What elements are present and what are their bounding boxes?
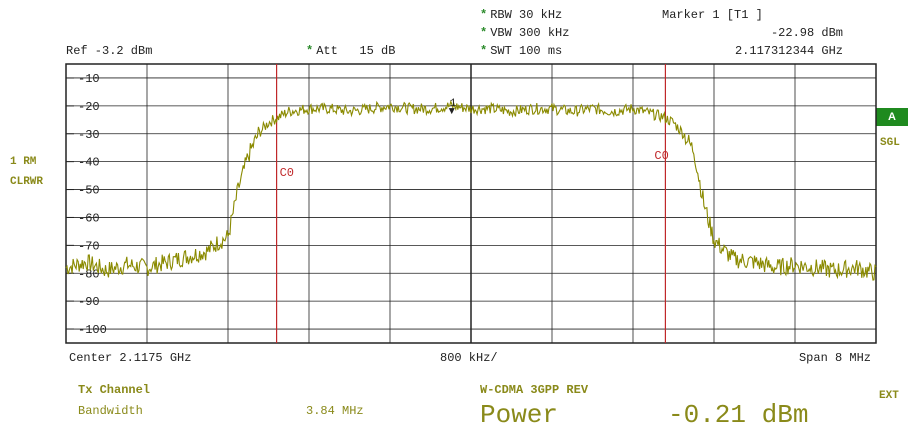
trace-mode-clrwr: CLRWR [10,176,44,188]
y-tick-label: -30 [78,128,100,142]
attenuation-label: * Att 15 dB [306,44,396,58]
y-tick-label: -100 [78,323,107,337]
swt-star-icon: * [480,44,488,58]
ref-level-label: Ref -3.2 dBm [66,44,153,58]
swt-label: * SWT 100 ms [480,44,563,58]
standard-label: W-CDMA 3GPP REV [480,383,589,397]
marker-level: -22.98 dBm [770,26,843,40]
spectrum-trace [65,99,877,281]
bandwidth-label: Bandwidth [78,404,143,418]
rbw-star-icon: * [480,8,488,22]
channel-label: C0 [280,166,294,180]
marker-triangle-icon [448,108,455,115]
trace-mode-rm: 1 RM [10,156,37,168]
y-tick-label: -50 [78,184,100,198]
power-value: -0.21 dBm [668,400,809,430]
marker-frequency: 2.117312344 GHz [734,44,843,58]
rbw-label: * RBW 30 kHz [480,8,563,22]
center-frequency-label: Center 2.1175 GHz [69,351,192,365]
single-sweep-indicator: SGL [880,137,900,149]
channel-label: C0 [654,149,668,163]
tx-channel-label: Tx Channel [78,383,151,397]
y-tick-label: -40 [78,156,100,170]
external-reference-indicator: EXT [879,390,899,402]
y-tick-label: -10 [78,72,100,86]
marker-number-label: 1 [450,98,457,110]
y-tick-label: -90 [78,295,100,309]
bandwidth-value: 3.84 MHz [306,404,364,418]
power-label: Power [480,400,559,430]
y-tick-label: -60 [78,211,100,225]
att-star-icon: * [306,44,314,58]
trace-a-badge: A [876,108,908,126]
division-label: 800 kHz/ [440,351,498,365]
span-label: Span 8 MHz [798,351,871,365]
vbw-star-icon: * [480,26,488,40]
y-tick-label: -80 [78,267,100,281]
y-tick-label: -70 [78,239,100,253]
marker-title: Marker 1 [T1 ] [662,8,763,22]
vbw-label: * VBW 300 kHz [480,26,570,40]
y-tick-label: -20 [78,100,100,114]
